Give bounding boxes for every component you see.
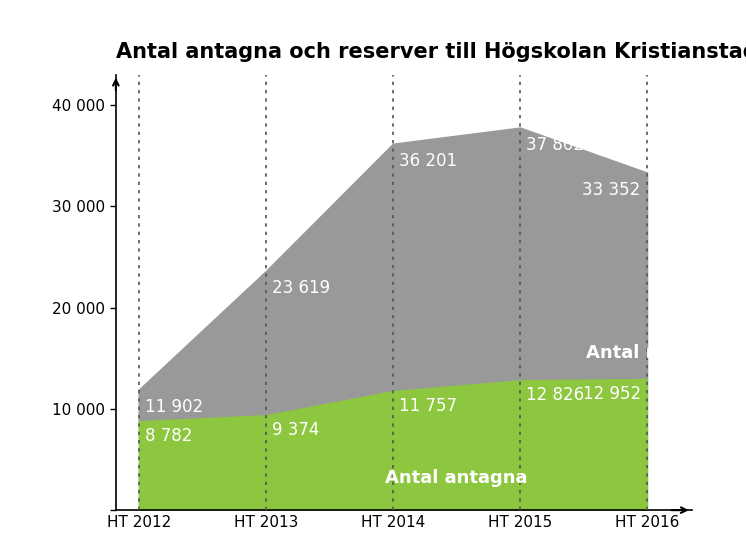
Text: 37 802: 37 802 bbox=[527, 136, 584, 154]
Text: Antal antagna och reserver till Högskolan Kristianstad: Antal antagna och reserver till Högskola… bbox=[116, 43, 746, 62]
Text: 23 619: 23 619 bbox=[272, 279, 330, 297]
Text: 11 757: 11 757 bbox=[399, 397, 457, 415]
Text: 36 201: 36 201 bbox=[399, 152, 457, 170]
Text: 33 352: 33 352 bbox=[583, 180, 641, 199]
Text: 12 952: 12 952 bbox=[583, 385, 641, 403]
Text: Antal antagna: Antal antagna bbox=[385, 469, 527, 487]
Text: 9 374: 9 374 bbox=[272, 421, 319, 439]
Text: 8 782: 8 782 bbox=[145, 427, 192, 445]
Text: 12 826: 12 826 bbox=[527, 386, 584, 404]
Text: 11 902: 11 902 bbox=[145, 398, 203, 416]
Text: Antal reserver: Antal reserver bbox=[586, 344, 731, 362]
